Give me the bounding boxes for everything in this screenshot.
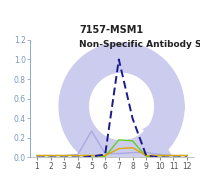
Text: 7157-MSM1: 7157-MSM1 — [79, 24, 143, 35]
Text: Non-Specific Antibody Signal <10%: Non-Specific Antibody Signal <10% — [79, 40, 200, 49]
